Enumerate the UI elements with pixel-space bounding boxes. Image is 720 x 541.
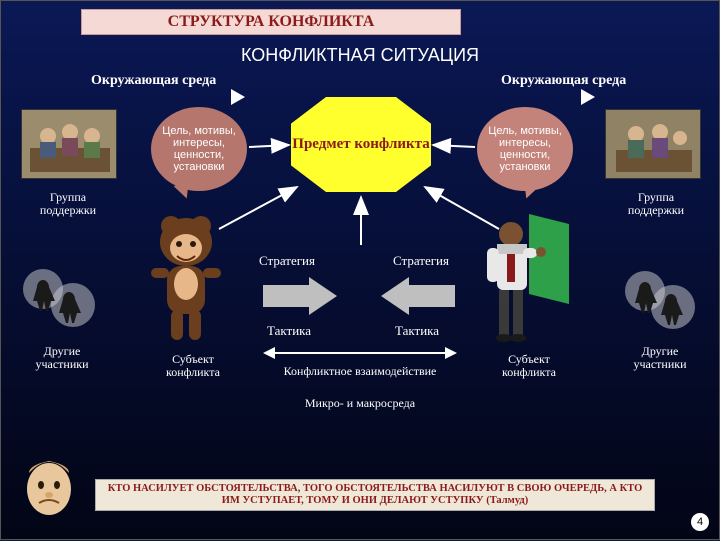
quote-text: КТО НАСИЛУЕТ ОБСТОЯТЕЛЬСТВА, ТОГО ОБСТОЯ… bbox=[102, 483, 648, 507]
connector-arrows bbox=[1, 1, 720, 541]
thinking-face-icon bbox=[19, 455, 79, 519]
quote-band: КТО НАСИЛУЕТ ОБСТОЯТЕЛЬСТВА, ТОГО ОБСТОЯ… bbox=[95, 479, 655, 511]
page-number: 4 bbox=[691, 513, 709, 531]
